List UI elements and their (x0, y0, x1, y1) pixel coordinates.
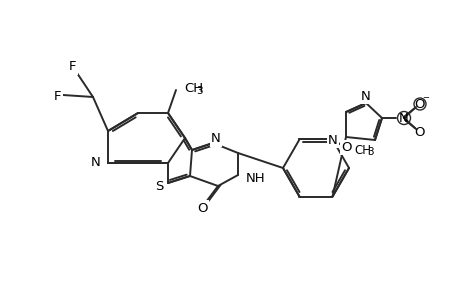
Text: CH: CH (184, 82, 203, 94)
Text: N: N (398, 112, 408, 124)
Text: O: O (414, 125, 424, 139)
Text: 3: 3 (367, 147, 373, 158)
Text: CH: CH (354, 144, 371, 157)
Text: O: O (341, 141, 351, 154)
Text: −: − (421, 94, 429, 103)
Text: S: S (155, 181, 164, 194)
Text: O: O (414, 98, 424, 110)
Text: N: N (91, 157, 101, 169)
Text: F: F (54, 89, 62, 103)
Text: 3: 3 (196, 86, 202, 96)
Text: +: + (400, 115, 406, 121)
Text: F: F (69, 61, 77, 74)
Text: N: N (211, 133, 220, 146)
Text: N: N (328, 134, 337, 146)
Text: N: N (360, 89, 370, 103)
Text: NH: NH (246, 172, 265, 185)
Text: O: O (197, 202, 208, 214)
